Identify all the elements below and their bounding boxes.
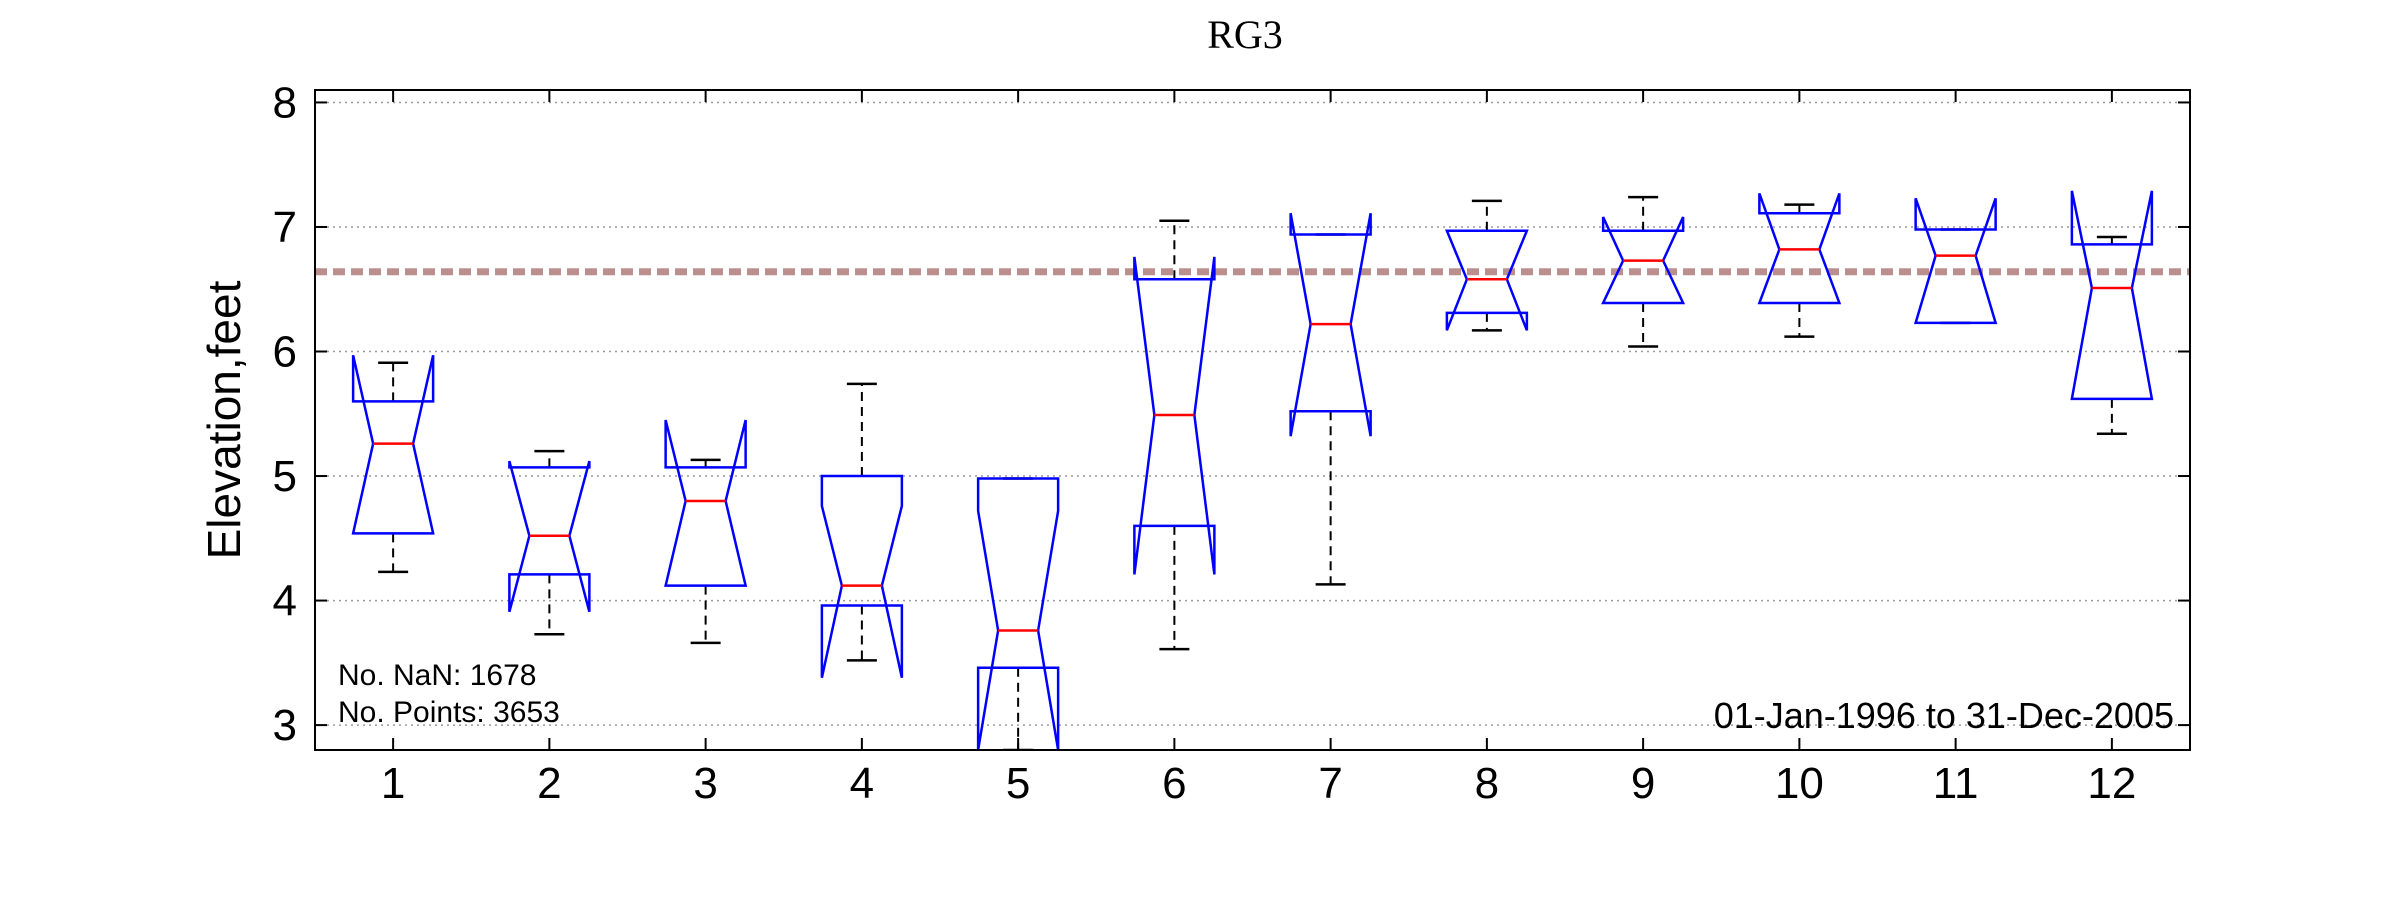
x-tick-label: 12 (2087, 759, 2136, 808)
box-outline (351, 354, 435, 535)
x-tick-label: 7 (1318, 759, 1342, 808)
x-tick-label: 9 (1631, 759, 1655, 808)
y-tick-label: 4 (273, 577, 297, 626)
grid-lines (315, 101, 2190, 726)
y-tick-label: 6 (273, 328, 297, 377)
box-4 (820, 382, 904, 679)
box-12 (2070, 190, 2154, 435)
plot-frame (314, 89, 2191, 751)
x-tick-label: 4 (850, 759, 874, 808)
box-3 (664, 419, 748, 645)
box-11 (1913, 197, 1998, 325)
x-tick-label: 6 (1162, 759, 1186, 808)
box-1 (351, 354, 435, 574)
box-outline (820, 474, 904, 679)
date-range-annotation: 01-Jan-1996 to 31-Dec-2005 (1714, 695, 2174, 736)
box-7 (1289, 213, 1372, 586)
y-tick-label: 7 (273, 203, 297, 252)
x-tick-label: 3 (693, 759, 717, 808)
box-2 (508, 449, 591, 636)
box-9 (1601, 195, 1686, 348)
box-6 (1133, 219, 1216, 651)
box-outline (1601, 216, 1686, 305)
box-outline (1133, 256, 1216, 575)
box-8 (1445, 199, 1529, 332)
x-tick-label: 1 (381, 759, 405, 808)
box-outline (664, 419, 748, 587)
chart-title: RG3 (1207, 12, 1283, 57)
x-tick-label: 11 (1933, 759, 1979, 808)
points-count-annotation: No. Points: 3653 (338, 696, 560, 729)
x-tick-label: 5 (1006, 759, 1030, 808)
y-axis-ticks: 3 4 5 6 7 8 (273, 78, 2190, 750)
x-axis-ticks: 1 2 3 4 5 6 7 8 9 10 11 12 (381, 90, 2136, 808)
box-5 (976, 477, 1060, 750)
y-tick-label: 5 (273, 452, 297, 501)
box-10 (1757, 192, 1842, 338)
nan-count-annotation: No. NaN: 1678 (338, 659, 536, 692)
box-outline (508, 460, 591, 613)
y-tick-label: 3 (273, 701, 297, 750)
box-outline (2070, 190, 2154, 401)
y-axis-label: Elevation,feet (198, 280, 250, 559)
box-outline (1445, 229, 1529, 331)
box-outline (1289, 213, 1372, 437)
x-tick-label: 10 (1775, 759, 1824, 808)
box-outline (1757, 192, 1842, 305)
x-tick-label: 2 (537, 759, 561, 808)
x-tick-label: 8 (1475, 759, 1499, 808)
y-tick-label: 8 (273, 78, 297, 127)
boxes-group (351, 190, 2154, 750)
box-outline (976, 477, 1060, 750)
box-outline (1913, 197, 1998, 325)
